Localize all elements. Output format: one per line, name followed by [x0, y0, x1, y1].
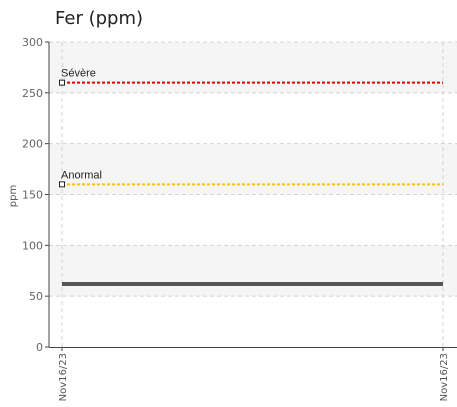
threshold-marker [59, 79, 65, 86]
y-tick-label: 100 [22, 239, 43, 252]
threshold-label: Sévère [61, 68, 96, 80]
y-ticks: 0 50 100 150 200 250 300 [22, 36, 49, 354]
y-tick-label: 200 [22, 138, 43, 151]
y-tick-label: 300 [22, 36, 43, 49]
grid-band [49, 245, 457, 297]
x-tick-label: Nov16/23 [58, 353, 69, 401]
chart-title: Fer (ppm) [55, 8, 143, 29]
grid-lines [49, 41, 457, 347]
threshold-marker [59, 181, 65, 188]
y-tick-label: 150 [22, 189, 43, 202]
y-axis-label: ppm [8, 185, 19, 207]
threshold-lines: Sévère Anormal [59, 68, 443, 188]
y-tick-label: 250 [22, 87, 43, 100]
x-tick-label: Nov16/23 [439, 353, 450, 401]
y-tick-label: 0 [36, 341, 43, 354]
grid-band [49, 143, 457, 195]
y-tick-label: 50 [29, 290, 43, 303]
grid-band [49, 42, 457, 93]
x-ticks: Nov16/23 Nov16/23 [58, 347, 450, 401]
background-bands [49, 42, 457, 297]
threshold-label: Anormal [61, 169, 102, 181]
